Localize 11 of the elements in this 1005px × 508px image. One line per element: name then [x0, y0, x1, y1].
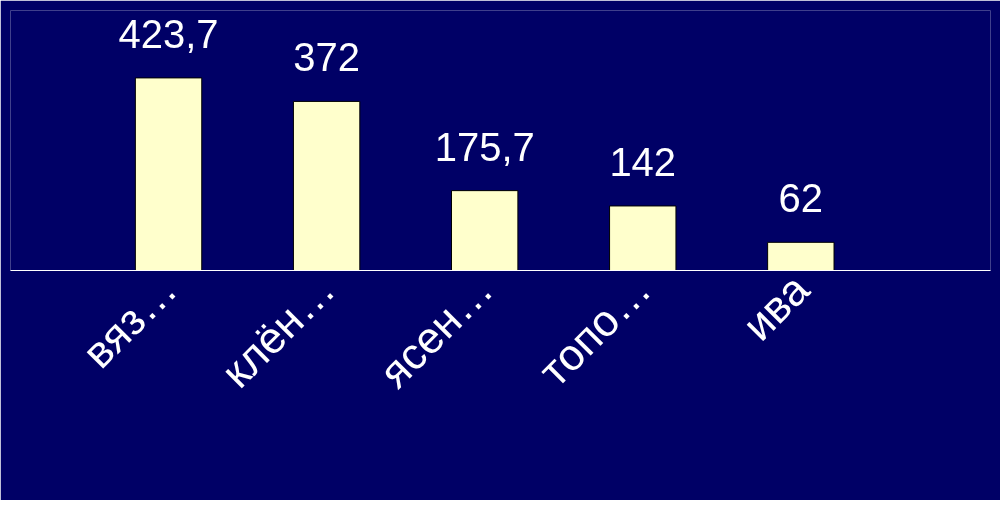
bar [134, 77, 203, 271]
bar [292, 100, 361, 271]
x-tick-label: ива [732, 263, 819, 350]
data-label: 175,7 [434, 124, 535, 169]
data-label: 372 [293, 35, 361, 80]
bar [451, 190, 519, 271]
data-label: 62 [778, 176, 824, 221]
bar [609, 205, 677, 271]
data-label: 423,7 [118, 11, 219, 56]
data-label: 142 [609, 139, 677, 184]
bar [767, 241, 835, 271]
